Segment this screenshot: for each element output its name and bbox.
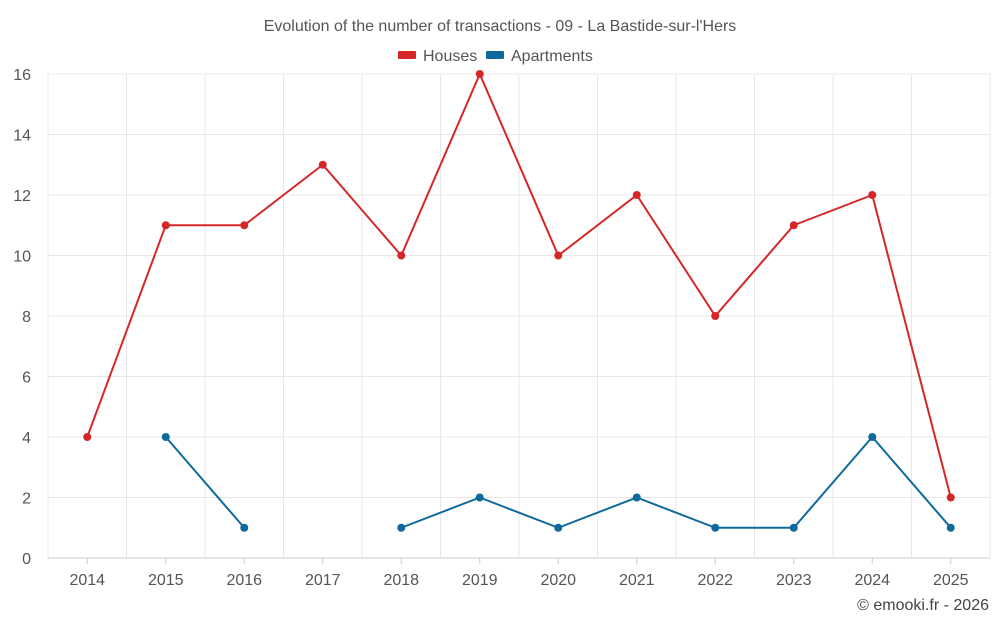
chart-title: Evolution of the number of transactions … [264,18,737,35]
x-tick-label: 2020 [540,572,576,589]
x-axis: 2014 2015 2016 2017 2018 2019 2020 2021 2022 2023… [48,557,990,589]
y-tick-label: 4 [22,430,31,447]
series-layer [83,70,955,532]
apartments-point-2016[interactable] [240,523,249,532]
x-tick-label: 2015 [148,572,184,589]
x-tick-label: 2022 [697,572,733,589]
grid [47,73,991,559]
credit-text: © emooki.fr - 2026 [857,597,989,614]
apartments-point-2019[interactable] [475,493,484,502]
legend-item-houses[interactable]: Houses [398,48,477,65]
legend-item-apartments[interactable]: Apartments [486,48,593,65]
apartments-point-2022[interactable] [711,523,720,532]
houses-point-2021[interactable] [632,191,641,199]
y-tick-label: 16 [13,67,31,84]
y-tick-label: 12 [13,188,31,205]
x-tick-label: 2024 [854,572,890,589]
apartments-line [400,436,952,529]
x-tick-label: 2016 [226,572,262,589]
houses-point-2025[interactable] [946,493,955,502]
apartments-point-2015[interactable] [161,433,170,441]
y-tick-label: 6 [22,370,31,387]
apartments-point-2025[interactable] [946,523,955,532]
y-axis: 0 2 4 6 8 10 12 14 16 [13,67,31,568]
apartments-point-2023[interactable] [789,523,798,532]
y-tick-label: 14 [13,128,31,145]
houses-line [86,73,952,498]
houses-point-2023[interactable] [789,221,798,230]
y-tick-label: 10 [13,249,31,266]
y-tick-label: 8 [22,309,31,326]
houses-point-2022[interactable] [711,312,720,320]
houses-point-2019[interactable] [475,70,484,78]
houses-point-2017[interactable] [318,160,327,169]
x-tick-label: 2021 [619,572,655,589]
legend-label-houses: Houses [423,48,477,65]
apartments-point-2021[interactable] [632,493,641,502]
x-tick-label: 2018 [383,572,419,589]
apartments-line [164,436,246,529]
legend: Houses Apartments [398,48,593,65]
legend-swatch-apartments [486,51,504,59]
houses-point-2014[interactable] [83,433,92,441]
y-tick-label: 0 [22,551,31,568]
x-tick-label: 2014 [69,572,105,589]
houses-point-2016[interactable] [240,221,249,230]
houses-point-2020[interactable] [554,251,563,260]
x-tick-label: 2023 [776,572,812,589]
apartments-point-2018[interactable] [397,523,406,532]
houses-point-2015[interactable] [161,221,170,230]
x-tick-label: 2025 [933,572,969,589]
houses-point-2024[interactable] [868,191,877,199]
legend-swatch-houses [398,51,416,59]
legend-label-apartments: Apartments [511,48,593,65]
x-tick-label: 2017 [305,572,341,589]
y-tick-label: 2 [22,491,31,508]
x-tick-label: 2019 [462,572,498,589]
houses-point-2018[interactable] [397,251,406,260]
apartments-point-2020[interactable] [554,523,563,532]
apartments-point-2024[interactable] [868,433,877,441]
